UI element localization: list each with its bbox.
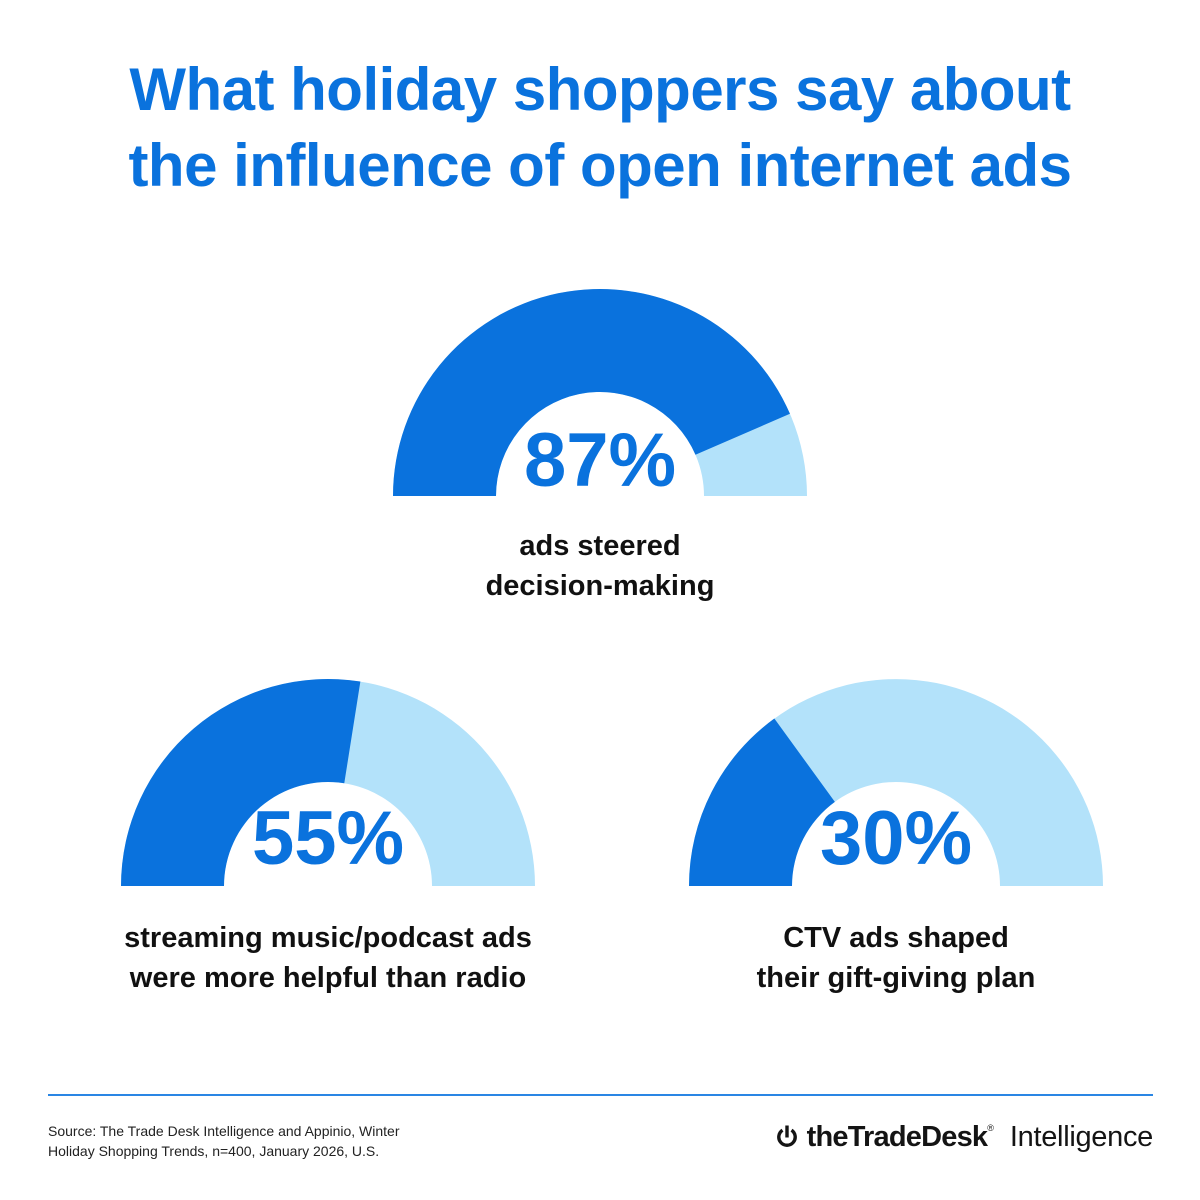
source-line-2: Holiday Shopping Trends, n=400, January …: [48, 1143, 380, 1159]
gauge-1-caption-line-1: ads steered: [519, 530, 681, 562]
power-icon: [776, 1125, 797, 1147]
page-title: What holiday shoppers say about the infl…: [0, 52, 1200, 204]
gauge-1-caption: ads steered decision-making: [400, 526, 800, 606]
gauge-3-caption: CTV ads shaped their gift-giving plan: [696, 918, 1096, 998]
brand-logo: theTradeDesk ® Intelligence: [775, 1119, 1153, 1155]
gauge-2-caption-line-2: were more helpful than radio: [129, 962, 527, 994]
gauge-3-value-label: 30%: [820, 796, 972, 881]
gauge-3-caption-line-1: CTV ads shaped: [783, 922, 1009, 954]
gauge-chart-1: 87%: [393, 288, 807, 503]
title-line-2: the influence of open internet ads: [128, 132, 1072, 199]
gauge-2-value-label: 55%: [252, 796, 404, 881]
footer-divider: [48, 1094, 1153, 1096]
brand-sub: Intelligence: [1009, 1120, 1153, 1153]
gauge-1-value-label: 87%: [524, 418, 676, 503]
gauge-chart-2: 55%: [121, 679, 535, 886]
gauge-2-caption: streaming music/podcast ads were more he…: [78, 918, 578, 998]
brand-name: theTradeDesk: [806, 1120, 988, 1153]
gauge-chart-3: 30%: [689, 679, 1103, 886]
gauge-1-value-segment: [393, 288, 790, 496]
gauge-3-value-segment: [689, 718, 835, 886]
brand-registered-mark: ®: [987, 1123, 994, 1133]
gauge-3-caption-line-2: their gift-giving plan: [756, 962, 1036, 994]
gauge-2-caption-line-1: streaming music/podcast ads: [124, 922, 532, 954]
source-line-1: Source: The Trade Desk Intelligence and …: [48, 1123, 400, 1139]
source-note: Source: The Trade Desk Intelligence and …: [48, 1121, 468, 1161]
gauge-1-caption-line-2: decision-making: [485, 570, 715, 602]
title-line-1: What holiday shoppers say about: [129, 56, 1071, 123]
gauge-2-value-segment: [121, 679, 361, 886]
